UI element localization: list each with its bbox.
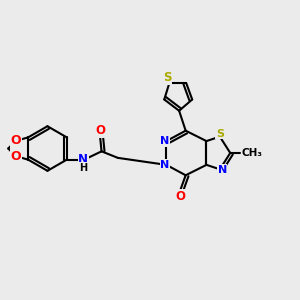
Text: O: O [11,134,21,147]
Text: N: N [160,160,170,170]
Text: S: S [163,71,171,84]
Text: O: O [11,150,21,163]
Text: N: N [78,153,88,166]
Text: N: N [160,136,170,146]
Text: S: S [216,129,224,139]
Text: N: N [218,165,227,175]
Text: CH₃: CH₃ [242,148,262,158]
Text: O: O [175,190,185,202]
Text: O: O [95,124,105,137]
Text: H: H [79,163,87,173]
